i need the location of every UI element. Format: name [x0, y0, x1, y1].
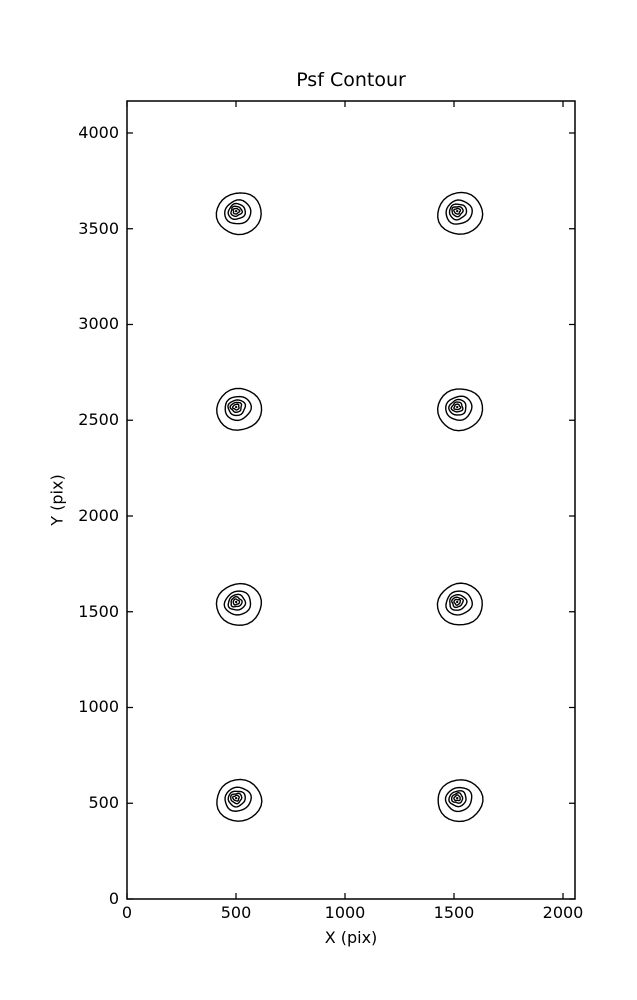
- psf-contour-cluster: [216, 778, 263, 822]
- y-tick-label: 2000: [78, 505, 119, 525]
- psf-contour-cluster: [216, 387, 263, 431]
- contour-ring-level-0: [215, 192, 262, 236]
- contour-ring-level-3: [451, 596, 464, 609]
- contour-ring-level-0: [216, 387, 263, 431]
- contour-ring-level-5: [234, 210, 238, 213]
- contour-ring-level-4: [453, 794, 461, 802]
- contour-ring-level-0: [216, 778, 263, 822]
- x-tick-label: 1500: [433, 903, 475, 922]
- contour-ring-level-1: [445, 590, 474, 616]
- axes-frame: [126, 100, 576, 900]
- contour-ring-level-2: [448, 203, 468, 221]
- contour-ring-level-2: [227, 790, 246, 808]
- contour-ring-level-4: [453, 403, 462, 411]
- contour-ring-level-4: [231, 403, 240, 411]
- contour-ring-level-2: [448, 790, 467, 808]
- psf-contour-cluster: [436, 388, 484, 432]
- contour-ring-level-1: [224, 199, 252, 225]
- x-axis-label: X (pix): [324, 928, 378, 947]
- y-tick-label: 4000: [78, 122, 119, 142]
- y-tick-label: 0: [108, 889, 119, 908]
- contour-ring-level-5: [456, 210, 459, 213]
- y-tick-label: 500: [88, 793, 119, 813]
- contour-ring-level-5: [456, 796, 459, 800]
- y-tick-label: 3000: [78, 314, 119, 334]
- x-tick-label: 1000: [324, 903, 366, 922]
- contour-ring-level-0: [437, 779, 484, 823]
- contour-ring-level-5: [456, 405, 459, 409]
- y-tick-label: 1500: [78, 601, 119, 621]
- psf-contour-cluster: [436, 582, 483, 626]
- contour-ring-level-5: [234, 405, 238, 409]
- contour-ring-level-1: [445, 395, 473, 421]
- contour-ring-level-4: [453, 207, 462, 215]
- y-tick-label: 2500: [78, 410, 119, 430]
- contour-ring-level-1: [444, 786, 473, 813]
- contour-ring-level-3: [230, 205, 243, 217]
- psf-contour-cluster: [437, 779, 484, 823]
- contour-ring-level-5: [234, 796, 238, 800]
- contour-ring-level-4: [231, 794, 240, 802]
- y-tick-label: 1000: [78, 697, 119, 717]
- contour-ring-level-5: [234, 600, 238, 604]
- contour-ring-level-3: [229, 401, 243, 413]
- contour-ring-level-3: [230, 595, 243, 608]
- x-tick-label: 0: [121, 903, 133, 922]
- psf-contour-cluster: [215, 582, 263, 626]
- contour-ring-level-2: [227, 202, 247, 221]
- y-tick-label: 3500: [78, 218, 119, 238]
- contour-ring-level-5: [456, 600, 459, 604]
- contour-ring-level-3: [451, 205, 464, 218]
- contour-ring-level-1: [224, 786, 252, 812]
- contour-ring-level-0: [437, 191, 484, 235]
- contour-ring-level-2: [227, 399, 247, 417]
- contour-ring-level-1: [224, 395, 253, 422]
- contour-ring-level-1: [223, 590, 252, 616]
- chart-title: Psf Contour: [296, 69, 406, 91]
- x-tick-label: 500: [220, 903, 252, 922]
- contour-ring-level-4: [453, 598, 462, 606]
- x-tick-label: 2000: [542, 903, 584, 922]
- contour-ring-level-2: [227, 593, 247, 611]
- contour-ring-level-2: [449, 593, 468, 611]
- contour-ring-level-1: [445, 199, 473, 225]
- contour-ring-level-0: [436, 582, 483, 626]
- psf-contour-cluster: [215, 192, 262, 236]
- contour-ring-level-4: [232, 207, 241, 215]
- contour-ring-level-0: [215, 582, 263, 626]
- contour-ring-level-2: [448, 398, 467, 416]
- contour-ring-level-3: [450, 401, 464, 413]
- contour-ring-level-3: [230, 792, 243, 805]
- psf-contour-cluster: [437, 191, 484, 235]
- contour-ring-level-0: [436, 388, 484, 432]
- contour-ring-level-4: [232, 598, 241, 606]
- contour-ring-level-3: [450, 791, 464, 804]
